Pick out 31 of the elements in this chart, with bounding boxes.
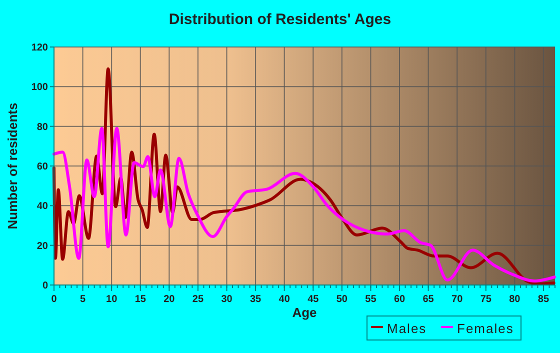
y-tick-label: 20 — [36, 240, 48, 252]
line-series — [52, 126, 556, 283]
y-tick-label: 80 — [36, 122, 48, 133]
x-tick-label: 0 — [51, 294, 58, 305]
y-tick-label: 0 — [42, 280, 48, 292]
x-tick-label: 10 — [106, 294, 118, 305]
x-tick-label: 45 — [308, 294, 320, 305]
y-tick-label: 120 — [31, 42, 48, 54]
x-tick-label: 55 — [365, 294, 377, 305]
chart-title: Distribution of Residents' Ages — [168, 11, 392, 28]
y-tick-label: 100 — [31, 82, 48, 94]
x-tick-label: 40 — [278, 294, 290, 305]
x-tick-label: 80 — [509, 294, 521, 305]
x-tick-label: 5 — [80, 294, 86, 305]
x-tick-label: 85 — [538, 294, 550, 305]
legend-label: Males — [387, 321, 427, 336]
x-tick-label: 20 — [164, 294, 176, 305]
x-tick-label: 50 — [336, 294, 348, 305]
x-axis-title: Age — [292, 305, 317, 320]
x-tick-label: 65 — [422, 294, 434, 305]
y-tick-label: 60 — [36, 162, 48, 172]
x-tick-label: 30 — [221, 294, 233, 305]
y-tick-label: 40 — [36, 201, 48, 212]
x-tick-label: 60 — [394, 294, 406, 305]
x-tick-label: 35 — [250, 294, 262, 305]
y-axis-title: Number of residents — [5, 102, 20, 230]
x-tick-label: 75 — [480, 294, 492, 305]
x-tick-label: 15 — [134, 294, 146, 305]
x-tick-label: 70 — [452, 294, 464, 305]
legend-label: Females — [457, 321, 514, 336]
x-tick-label: 25 — [192, 294, 204, 305]
